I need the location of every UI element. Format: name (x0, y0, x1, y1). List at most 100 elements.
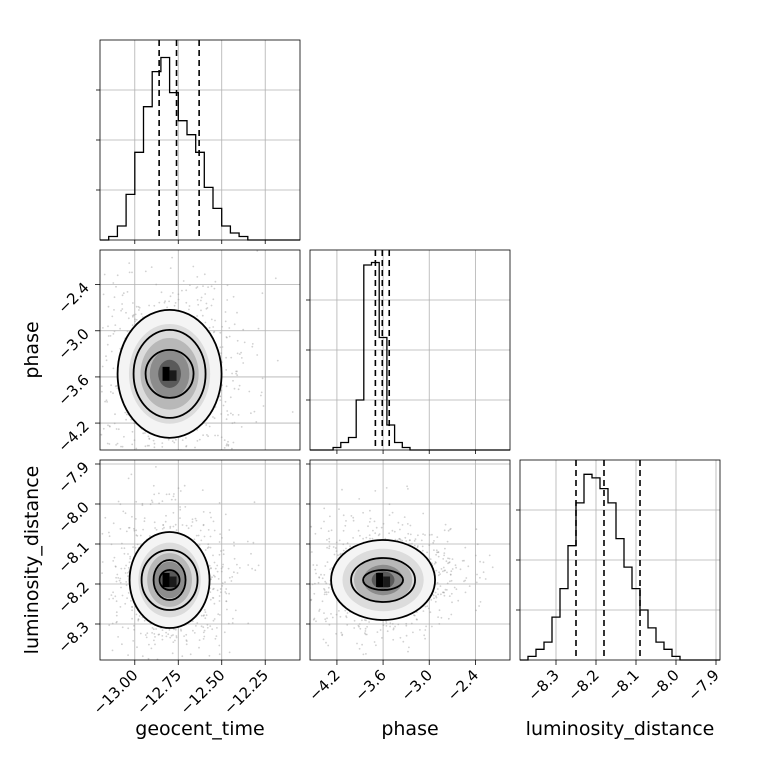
scatter-point (228, 576, 231, 579)
scatter-point (203, 273, 206, 276)
scatter-point (119, 581, 122, 584)
scatter-point (205, 302, 208, 305)
scatter-point (112, 560, 115, 562)
scatter-point (151, 475, 153, 477)
scatter-point (409, 543, 412, 545)
density-peak (383, 576, 391, 587)
scatter-point (189, 653, 192, 656)
x-axis-label: phase (381, 718, 438, 740)
scatter-point (161, 629, 164, 631)
scatter-point (382, 624, 385, 627)
scatter-point (357, 624, 360, 627)
scatter-point (405, 622, 408, 625)
scatter-point (218, 653, 221, 656)
scatter-point (223, 631, 226, 634)
x-tick-label: −13.00 (90, 666, 142, 718)
scatter-point (124, 572, 127, 574)
scatter-point (451, 568, 454, 570)
scatter-point (305, 686, 307, 688)
panel-inner (91, 466, 260, 660)
x-tick-label: −12.75 (133, 666, 185, 718)
scatter-point (335, 550, 338, 552)
scatter-point (436, 581, 439, 584)
scatter-point (226, 443, 228, 446)
scatter-point (91, 637, 93, 639)
scatter-point (288, 625, 290, 627)
scatter-point (216, 627, 218, 629)
scatter-point (356, 642, 358, 645)
scatter-point (165, 631, 168, 634)
scatter-point (419, 629, 421, 631)
scatter-point (344, 609, 347, 612)
scatter-point (326, 561, 329, 563)
scatter-point (125, 584, 128, 587)
scatter-point (95, 301, 97, 303)
scatter-point (324, 618, 327, 621)
scatter-point (200, 296, 203, 299)
x-tick-label: −3.0 (398, 666, 436, 704)
scatter-point (423, 634, 426, 637)
scatter-point (422, 512, 425, 515)
scatter-point (218, 553, 221, 556)
scatter-point (162, 524, 165, 526)
scatter-point (222, 404, 225, 407)
scatter-point (407, 650, 409, 653)
scatter-point (55, 384, 57, 386)
scatter-point (325, 591, 328, 593)
scatter-point (330, 529, 333, 532)
scatter-point (408, 539, 411, 541)
scatter-point (206, 307, 209, 309)
scatter-point (191, 620, 194, 623)
scatter-point (150, 266, 153, 268)
scatter-point (320, 573, 322, 576)
scatter-point (196, 299, 199, 301)
scatter-point (91, 355, 93, 357)
scatter-point (153, 446, 156, 449)
scatter-point (106, 442, 109, 445)
scatter-point (125, 530, 128, 533)
scatter-point (142, 465, 144, 467)
scatter-point (230, 356, 233, 359)
scatter-point (224, 320, 227, 323)
scatter-point (87, 356, 89, 358)
scatter-point (412, 631, 414, 634)
scatter-point (428, 544, 431, 546)
scatter-point (335, 613, 338, 616)
scatter-point (449, 580, 451, 583)
scatter-point (219, 533, 222, 535)
scatter-point (273, 539, 275, 541)
scatter-point (399, 528, 401, 531)
scatter-point (133, 439, 136, 442)
scatter-point (328, 545, 331, 548)
scatter-point (325, 620, 327, 623)
scatter-point (128, 271, 131, 274)
scatter-point (323, 588, 325, 590)
scatter-point (211, 576, 213, 579)
scatter-point (112, 282, 115, 284)
scatter-point (226, 608, 228, 611)
scatter-point (433, 549, 435, 551)
scatter-point (345, 616, 348, 619)
scatter-point (169, 527, 172, 529)
scatter-point (91, 284, 93, 286)
scatter-point (444, 661, 446, 663)
scatter-point (233, 544, 236, 547)
scatter-point (220, 550, 222, 552)
scatter-point (358, 625, 360, 628)
scatter-point (251, 345, 254, 348)
scatter-point (350, 515, 353, 517)
scatter-point (311, 583, 314, 586)
scatter-point (171, 652, 174, 655)
scatter-point (87, 375, 89, 377)
scatter-point (161, 236, 163, 238)
scatter-point (335, 541, 338, 544)
scatter-point (219, 591, 222, 594)
scatter-point (207, 543, 210, 546)
scatter-point (206, 434, 208, 436)
scatter-point (153, 493, 156, 496)
scatter-point (330, 613, 332, 615)
scatter-point (211, 596, 214, 599)
scatter-point (276, 359, 279, 362)
scatter-point (475, 528, 478, 531)
scatter-point (162, 524, 165, 526)
